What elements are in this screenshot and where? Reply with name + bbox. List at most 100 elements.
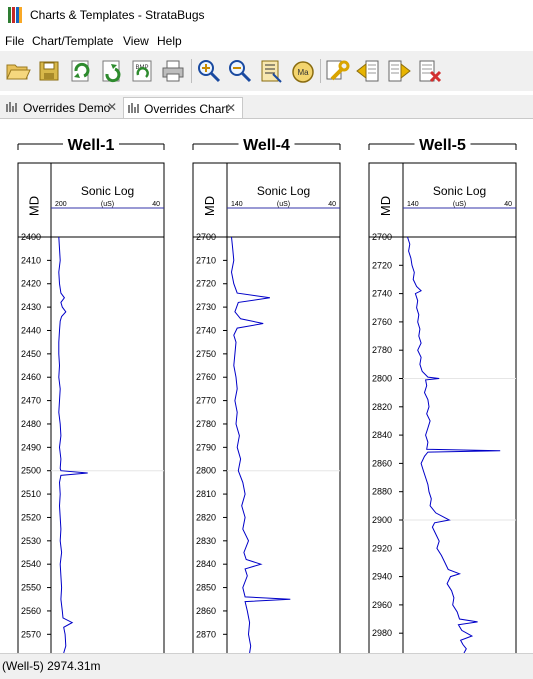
scale-min-label: 140 [231,201,243,208]
cursor-depth-readout: (Well-5) 2974.31m [2,659,101,673]
zoom-in-button[interactable] [195,57,223,85]
depth-tick-label: 2410 [21,255,41,265]
well-title: Well-5 [419,137,466,154]
depth-tick-label: 2800 [196,466,216,476]
well-correlation-chart: Well-1 MD Sonic Log (uS) 200 40 2400 2410 2420 24… [17,137,517,653]
well-title: Well-1 [68,137,115,154]
menu-view[interactable]: View [123,34,149,48]
export-bitmap-button[interactable]: BMP [128,57,156,85]
next-well-button[interactable] [385,57,413,85]
previous-well-button[interactable] [354,57,382,85]
depth-tick-label: 2720 [196,279,216,289]
depth-tick-label: 2700 [196,232,216,242]
depth-tick-label: 2520 [21,512,41,522]
depth-tick-label: 2820 [196,512,216,522]
scale-min-label: 200 [55,201,67,208]
depth-tick-label: 2870 [196,629,216,639]
chart-canvas[interactable]: Well-1 MD Sonic Log (uS) 200 40 2400 2410 2420 24… [0,119,533,653]
depth-tick-label: 2740 [372,289,392,299]
menu-help[interactable]: Help [157,34,182,48]
sonic-log-curve [58,236,88,653]
depth-tick-label: 2560 [21,606,41,616]
depth-tick-label: 2450 [21,349,41,359]
depth-tick-label: 2510 [21,489,41,499]
depth-tick-label: 2760 [196,372,216,382]
tab-overrides-demo[interactable]: Overrides Demo ✕ [2,97,122,117]
print-button[interactable] [159,57,187,85]
depth-tick-label: 2420 [21,279,41,289]
depth-tick-label: 2860 [196,606,216,616]
fit-scale-button[interactable] [257,57,285,85]
depth-tick-label: 2780 [372,345,392,355]
depth-tick-label: 2760 [372,317,392,327]
depth-tick-label: 2880 [372,487,392,497]
depth-tick-label: 2460 [21,372,41,382]
depth-tick-label: 2830 [196,536,216,546]
scale-max-label: 40 [328,201,336,208]
fit-scale-icon [261,60,282,83]
document-tabs: Overrides Demo ✕ Overrides Chart ✕ [0,95,533,119]
scale-min-label: 140 [407,201,419,208]
depth-tick-label: 2740 [196,325,216,335]
sonic-log-curve [407,236,501,653]
depth-tick-label: 2490 [21,442,41,452]
depth-label: MD [378,196,393,216]
settings-wrench-button[interactable] [323,57,351,85]
chart-tab-icon [128,103,139,113]
menu-bar: File Chart/Template View Help [0,31,533,51]
menu-file[interactable]: File [5,34,25,48]
close-tab-icon[interactable]: ✕ [107,100,118,114]
depth-tick-label: 2540 [21,559,41,569]
depth-tick-label: 2980 [372,628,392,638]
log-name: Sonic Log [81,184,134,198]
depth-label: MD [202,196,217,216]
depth-tick-label: 2810 [196,489,216,499]
scale-max-label: 40 [152,201,160,208]
depth-tick-label: 2400 [21,232,41,242]
depth-tick-label: 2940 [372,572,392,582]
depth-tick-label: 2500 [21,466,41,476]
next-well-icon [388,60,411,82]
export-icon [102,60,121,83]
close-tab-icon[interactable]: ✕ [226,101,237,115]
export-button[interactable] [97,57,125,85]
log-unit: (uS) [101,201,114,208]
depth-tick-label: 2700 [372,232,392,242]
open-folder-button[interactable] [4,57,32,85]
well-panel-frame [192,162,341,653]
depth-tick-label: 2570 [21,629,41,639]
window-titlebar: Charts & Templates - StrataBugs [0,0,533,31]
well-panel-frame [17,162,165,653]
scale-marker-button[interactable]: Ma [288,57,316,85]
zoom-out-button[interactable] [226,57,254,85]
log-unit: (uS) [453,201,466,208]
depth-tick-label: 2920 [372,543,392,553]
import-icon [71,60,90,82]
well-panel-frame [368,162,517,653]
toolbar-separator [191,59,192,83]
depth-tick-label: 2750 [196,349,216,359]
depth-tick-label: 2860 [372,458,392,468]
depth-tick-label: 2480 [21,419,41,429]
depth-tick-label: 2730 [196,302,216,312]
menu-chart-template[interactable]: Chart/Template [32,34,114,48]
depth-tick-label: 2710 [196,255,216,265]
toolbar: BMP Ma [0,51,533,91]
scale-marker-icon: Ma [292,61,314,83]
depth-tick-label: 2840 [196,559,216,569]
depth-tick-label: 2850 [196,583,216,593]
depth-tick-label: 2800 [372,373,392,383]
remove-well-button[interactable] [416,57,444,85]
depth-tick-label: 2530 [21,536,41,546]
save-button[interactable] [35,57,63,85]
depth-tick-label: 2900 [372,515,392,525]
depth-tick-label: 2470 [21,396,41,406]
depth-tick-label: 2770 [196,396,216,406]
tab-label: Overrides Chart [144,102,229,116]
remove-well-icon [419,60,442,83]
depth-tick-label: 2720 [372,260,392,270]
tab-overrides-chart[interactable]: Overrides Chart ✕ [123,97,243,118]
import-button[interactable] [66,57,94,85]
depth-tick-label: 2790 [196,442,216,452]
sonic-log-curve [230,236,291,653]
